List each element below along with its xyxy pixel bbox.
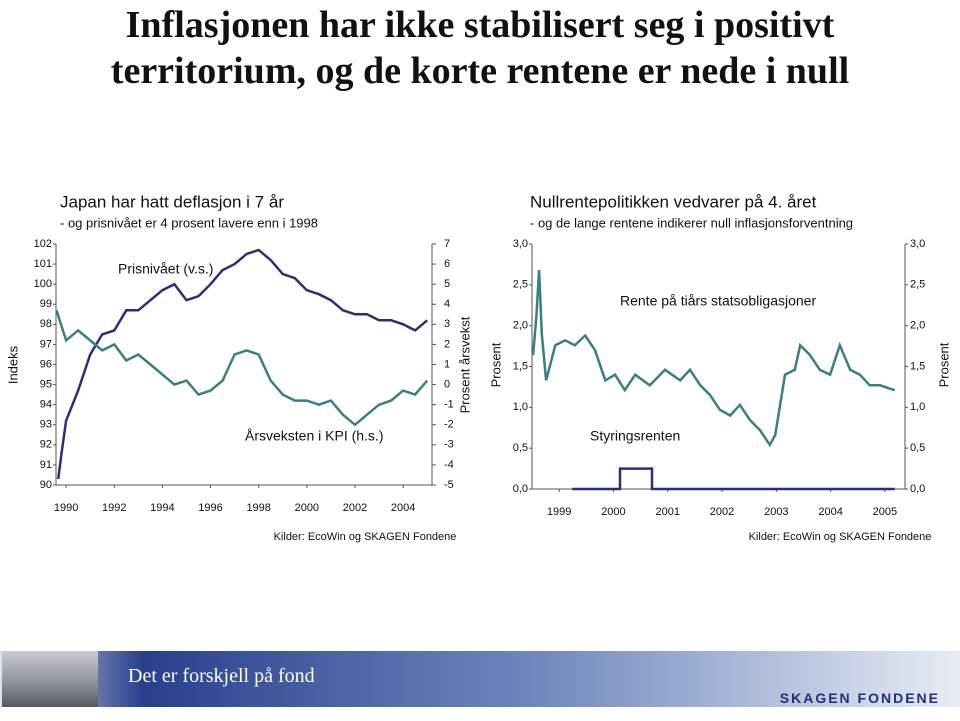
y2-tick-label: 3,0 — [910, 238, 925, 250]
y2-tick-label: -4 — [444, 459, 454, 471]
x-tick-label: 1990 — [54, 502, 78, 514]
y2-tick-label: 0,5 — [910, 442, 925, 454]
y2-tick-label: -3 — [444, 439, 454, 451]
x-tick-label: 2000 — [601, 506, 625, 518]
series-line — [531, 270, 896, 448]
y-tick-label: 96 — [40, 358, 52, 370]
chart-subtitle: - og de lange rentene indikerer null inf… — [530, 215, 853, 230]
x-tick-label: 2004 — [818, 506, 842, 518]
y2-axis-label: Prosent — [936, 342, 951, 387]
y-tick-label: 1,0 — [513, 401, 528, 413]
y2-tick-label: 2,5 — [910, 279, 925, 291]
source: Kilder: EcoWin og SKAGEN Fondene — [274, 531, 457, 543]
y-tick-label: 0,0 — [513, 483, 528, 495]
slide-title: Inflasjonen har ikke stabilisert seg i p… — [110, 4, 850, 92]
y-tick-label: 97 — [40, 338, 52, 350]
y2-tick-label: 7 — [444, 238, 450, 250]
y2-tick-label: 1,0 — [910, 401, 925, 413]
y2-tick-label: -5 — [444, 479, 454, 491]
x-tick-label: 2002 — [710, 506, 734, 518]
chart-title: Japan har hatt deflasjon i 7 år — [60, 192, 284, 211]
y-tick-label: 94 — [40, 399, 52, 411]
source: Kilder: EcoWin og SKAGEN Fondene — [749, 531, 932, 543]
y-tick-label: 98 — [40, 318, 52, 330]
y-tick-label: 90 — [40, 479, 52, 491]
y-tick-label: 92 — [40, 439, 52, 451]
y-tick-label: 0,5 — [513, 442, 528, 454]
y2-tick-label: 4 — [444, 298, 450, 310]
y2-tick-label: 2 — [444, 338, 450, 350]
y-tick-label: 93 — [40, 419, 52, 431]
series-line — [55, 309, 429, 427]
y2-tick-label: 5 — [444, 278, 450, 290]
series-line — [572, 467, 895, 491]
x-tick-label: 2000 — [295, 502, 319, 514]
series-line — [56, 248, 429, 480]
y-tick-label: 1,5 — [513, 360, 528, 372]
y2-tick-label: -1 — [444, 399, 454, 411]
y-tick-label: 3,0 — [513, 238, 528, 250]
y2-tick-label: 0 — [444, 378, 450, 390]
chart-title: Nullrentepolitikken vedvarer på 4. året — [530, 192, 817, 211]
y-axis-label: Indeks — [5, 345, 20, 384]
y-tick-label: 99 — [40, 298, 52, 310]
y2-tick-label: 6 — [444, 258, 450, 270]
footer-text: Det er forskjell på fond — [128, 665, 315, 687]
x-tick-label: 2005 — [873, 506, 897, 518]
x-tick-label: 1992 — [102, 502, 126, 514]
x-tick-label: 2004 — [391, 502, 415, 514]
x-tick-label: 1994 — [150, 502, 174, 514]
y-tick-label: 102 — [34, 238, 52, 250]
y-tick-label: 100 — [34, 278, 52, 290]
series-label: Styringsrenten — [590, 428, 680, 444]
footer-band — [0, 651, 960, 707]
y-tick-label: 2,5 — [513, 279, 528, 291]
chart-subtitle: - og prisnivået er 4 prosent lavere enn … — [60, 215, 318, 230]
y-tick-label: 95 — [40, 378, 52, 390]
series-label: Årsveksten i KPI (h.s.) — [245, 428, 383, 444]
y2-axis-label: Prosent årsvekst — [457, 316, 472, 413]
y-axis-label: Prosent — [488, 342, 503, 387]
y2-tick-label: 2,0 — [910, 320, 925, 332]
series-label: Prisnivået (v.s.) — [118, 261, 213, 277]
y2-tick-label: 3 — [444, 318, 450, 330]
x-tick-label: 2003 — [764, 506, 788, 518]
logo: SKAGEN FONDENE — [779, 690, 940, 706]
x-tick-label: 1998 — [246, 502, 270, 514]
x-tick-label: 2002 — [343, 502, 367, 514]
y-tick-label: 101 — [34, 258, 52, 270]
y2-tick-label: -2 — [444, 419, 454, 431]
y2-tick-label: 1,5 — [910, 360, 925, 372]
lighthouse-photo — [2, 651, 98, 707]
x-tick-label: 1999 — [547, 506, 571, 518]
series-label: Rente på tiårs statsobligasjoner — [620, 293, 816, 309]
y2-tick-label: 1 — [444, 358, 450, 370]
x-tick-label: 2001 — [655, 506, 679, 518]
y2-tick-label: 0,0 — [910, 483, 925, 495]
y-tick-label: 2,0 — [513, 320, 528, 332]
y-tick-label: 91 — [40, 459, 52, 471]
charts: Japan har hatt deflasjon i 7 år - og pris… — [5, 192, 951, 543]
x-tick-label: 1996 — [198, 502, 222, 514]
